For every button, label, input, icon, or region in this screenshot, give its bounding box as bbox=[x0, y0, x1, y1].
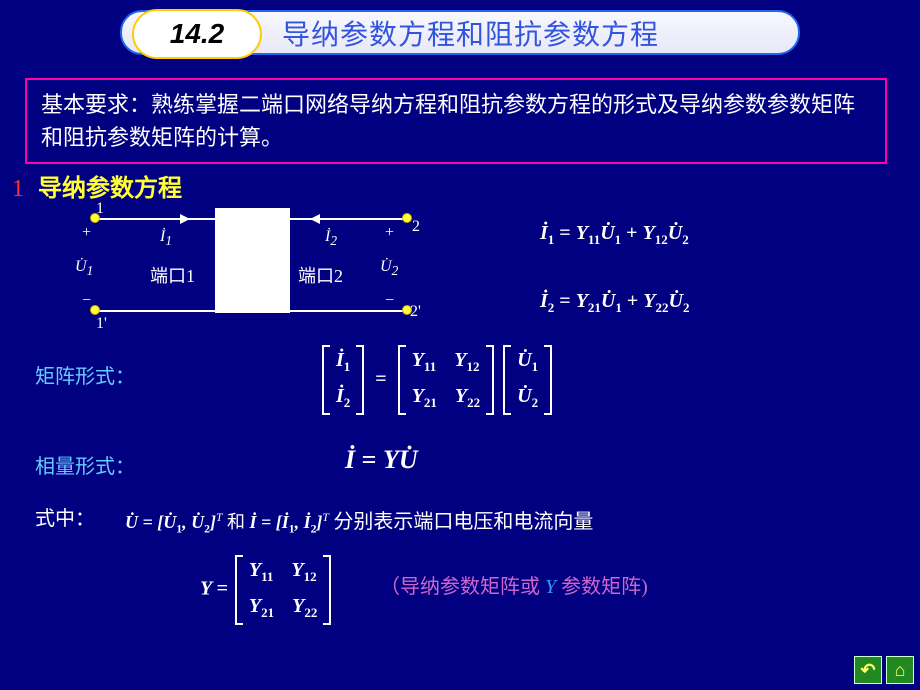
section-number: 1 bbox=[12, 176, 24, 202]
section-title: 导纳参数方程 bbox=[38, 176, 182, 202]
label-phasor-form: 相量形式： bbox=[35, 450, 135, 479]
equation-i1: İ1 = Y11U̇1 + Y12U̇2 bbox=[540, 222, 689, 248]
home-icon[interactable]: ⌂ bbox=[886, 656, 914, 684]
port1-label: 端口1 bbox=[150, 262, 195, 288]
label-i2: İ2 bbox=[325, 228, 337, 249]
terminal-1p bbox=[90, 305, 100, 315]
wire bbox=[95, 218, 215, 220]
label-matrix-form: 矩阵形式： bbox=[35, 360, 135, 389]
back-icon[interactable]: ↶ bbox=[854, 656, 882, 684]
title-bar: 14.2 导纳参数方程和阻抗参数方程 bbox=[120, 10, 800, 55]
wire bbox=[290, 310, 405, 312]
requirement-text: 基本要求：熟练掌握二端口网络导纳方程和阻抗参数方程的形式及导纳参数参数矩阵和阻抗… bbox=[41, 92, 855, 150]
label-2: 2 bbox=[412, 218, 420, 236]
label-where: 式中： bbox=[35, 502, 95, 531]
section-heading: 1 导纳参数方程 bbox=[12, 168, 182, 203]
plus-right: + bbox=[385, 224, 394, 242]
terminal-2 bbox=[402, 213, 412, 223]
minus-right: − bbox=[385, 292, 394, 310]
requirement-box: 基本要求：熟练掌握二端口网络导纳方程和阻抗参数方程的形式及导纳参数参数矩阵和阻抗… bbox=[25, 78, 887, 164]
network-box bbox=[215, 208, 290, 313]
current-arrow-i1 bbox=[180, 214, 190, 224]
matrix-equation: İ1 İ2 = Y11Y12 Y21Y22 U̇1 U̇2 bbox=[320, 345, 554, 415]
label-2p: 2' bbox=[410, 303, 421, 321]
y-matrix-definition: Y = Y11Y12 Y21Y22 bbox=[200, 555, 333, 625]
wire bbox=[95, 310, 215, 312]
minus-left: − bbox=[82, 292, 91, 310]
two-port-diagram: 1 1' 2 2' + − + − U̇1 U̇2 İ1 İ2 端口1 端口2 bbox=[80, 200, 430, 330]
label-1: 1 bbox=[96, 200, 104, 218]
current-arrow-i2 bbox=[310, 214, 320, 224]
label-u1: U̇1 bbox=[75, 258, 93, 279]
footer-nav: ↶ ⌂ bbox=[854, 656, 914, 684]
label-u2: U̇2 bbox=[380, 258, 398, 279]
label-i1: İ1 bbox=[160, 228, 172, 249]
equation-i2: İ2 = Y21U̇1 + Y22U̇2 bbox=[540, 290, 689, 316]
phasor-equation: İ = YU̇ bbox=[345, 445, 418, 475]
y-matrix-note: （导纳参数矩阵或 Y 参数矩阵) bbox=[380, 570, 648, 599]
wire bbox=[290, 218, 405, 220]
plus-left: + bbox=[82, 224, 91, 242]
page-title: 导纳参数方程和阻抗参数方程 bbox=[282, 13, 659, 53]
label-1p: 1' bbox=[96, 315, 107, 333]
section-number-badge: 14.2 bbox=[132, 9, 262, 59]
badge-text: 14.2 bbox=[170, 18, 225, 50]
port2-label: 端口2 bbox=[298, 262, 343, 288]
vector-definition: U̇ = [U̇1, U̇2]T 和 İ = [İ1, İ2]T 分别表示端口电… bbox=[125, 505, 593, 536]
